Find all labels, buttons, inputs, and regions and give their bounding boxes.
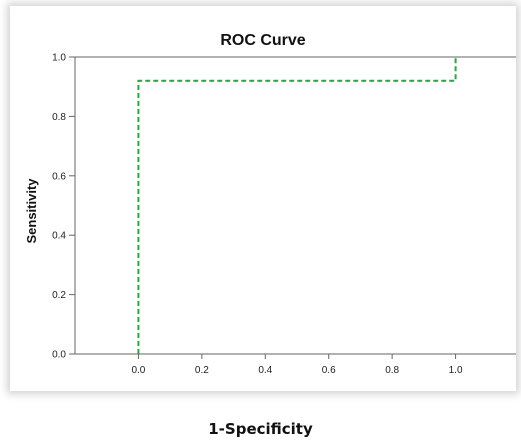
y-tick-label: 0.6 <box>52 171 66 182</box>
y-tick-label: 0.0 <box>52 350 66 361</box>
x-tick-label: 1.0 <box>449 365 463 376</box>
y-axis-label: Sensitivity <box>24 178 39 244</box>
x-tick-label: 0.2 <box>195 365 209 376</box>
roc-chart: ROC Curve Sensitivity 0.0 0.2 0.4 0.6 0.8 1.0… <box>24 32 516 376</box>
x-axis: 0.0 0.2 0.4 0.6 0.8 1.0 <box>131 354 463 376</box>
plot-area <box>74 56 516 355</box>
x-tick-label: 0.0 <box>131 365 145 376</box>
chart-title: ROC Curve <box>220 32 305 49</box>
y-axis: 0.0 0.2 0.4 0.6 0.8 1.0 <box>52 53 75 361</box>
x-axis-label: 1-Specificity <box>208 420 313 438</box>
x-tick-label: 0.8 <box>385 365 399 376</box>
y-tick-label: 1.0 <box>52 53 66 64</box>
x-tick-label: 0.6 <box>322 365 336 376</box>
y-tick-label: 0.4 <box>52 231 66 242</box>
y-tick-label: 0.8 <box>52 112 66 123</box>
y-tick-label: 0.2 <box>52 290 66 301</box>
x-tick-label: 0.4 <box>258 365 272 376</box>
series-layer <box>137 57 457 354</box>
chart-panel: ROC Curve Sensitivity 0.0 0.2 0.4 0.6 0.8 1.0… <box>10 6 516 391</box>
roc-curve-line <box>137 57 457 354</box>
